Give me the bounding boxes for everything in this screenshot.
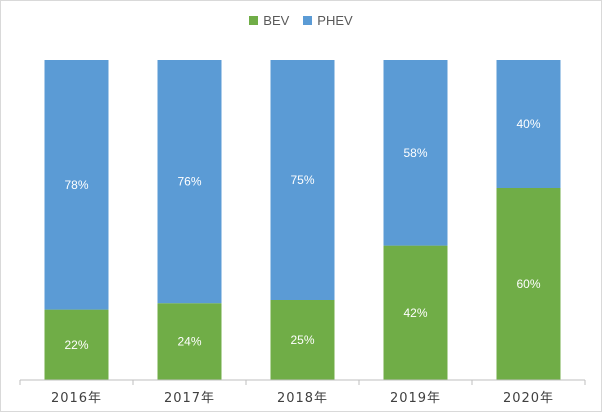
bar-phev-4	[496, 60, 561, 188]
data-label-bev-0: 22%	[64, 338, 88, 352]
legend-swatch-phev	[303, 16, 313, 25]
data-label-phev-0: 78%	[64, 178, 88, 192]
x-tick-label-3: 2019年	[390, 391, 441, 406]
bar-bev-1	[157, 303, 222, 380]
bar-phev-2	[270, 60, 335, 300]
data-label-bev-2: 25%	[290, 333, 314, 347]
bar-bev-0	[44, 309, 109, 380]
legend-item-bev: BEV	[249, 13, 289, 28]
legend: BEV PHEV	[0, 13, 602, 28]
bar-phev-0	[44, 60, 109, 310]
legend-label-phev: PHEV	[317, 13, 353, 28]
data-label-bev-4: 60%	[516, 277, 540, 291]
legend-item-phev: PHEV	[303, 13, 353, 28]
bar-phev-3	[383, 60, 448, 246]
data-label-bev-1: 24%	[177, 335, 201, 349]
legend-swatch-bev	[249, 16, 259, 25]
data-label-phev-3: 58%	[403, 146, 427, 160]
bar-phev-1	[157, 60, 222, 304]
x-tick-label-1: 2017年	[164, 391, 215, 406]
x-tick-label-2: 2018年	[277, 391, 328, 406]
data-label-phev-2: 75%	[290, 173, 314, 187]
legend-label-bev: BEV	[263, 13, 290, 28]
bar-bev-2	[270, 300, 335, 380]
x-tick-label-0: 2016年	[51, 391, 102, 406]
x-tick-label-4: 2020年	[503, 391, 554, 406]
data-label-phev-1: 76%	[177, 175, 201, 189]
bar-bev-3	[383, 245, 448, 380]
bar-bev-4	[496, 188, 561, 380]
data-label-bev-3: 42%	[403, 306, 427, 320]
data-label-phev-4: 40%	[516, 117, 540, 131]
